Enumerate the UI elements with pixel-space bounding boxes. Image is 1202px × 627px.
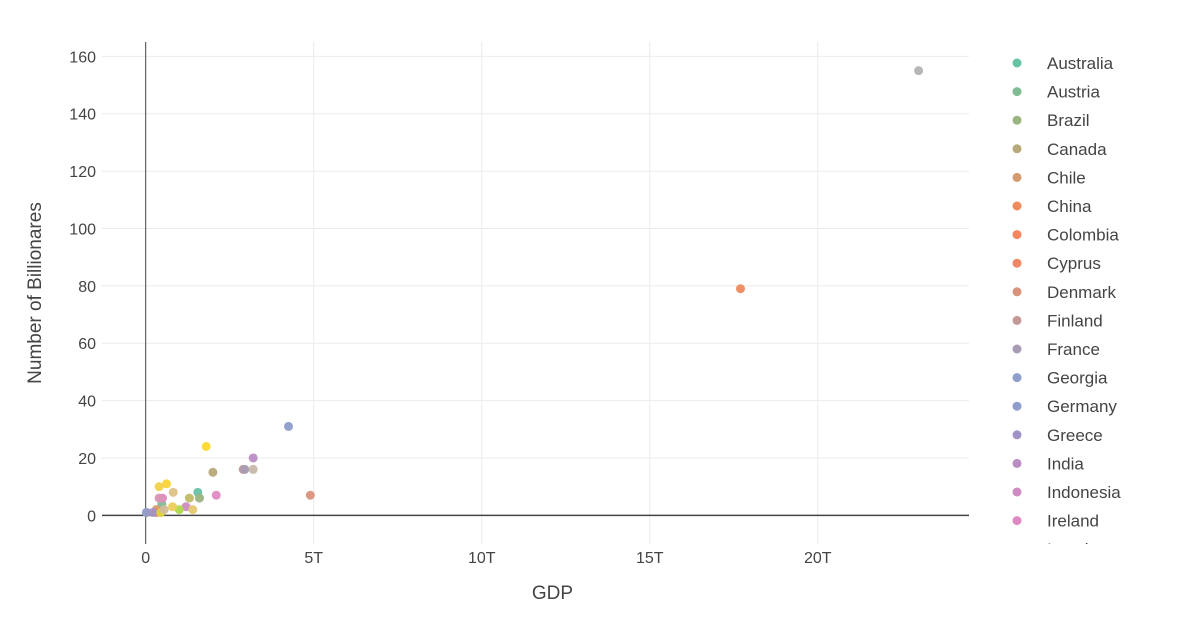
data-point[interactable] xyxy=(194,493,204,503)
legend-label: Greece xyxy=(1047,426,1103,445)
data-point[interactable] xyxy=(184,493,194,503)
legend-label: France xyxy=(1047,340,1100,359)
legend-marker xyxy=(1012,144,1022,154)
y-tick-label: 100 xyxy=(69,221,96,238)
data-point[interactable] xyxy=(208,467,218,477)
grid-layer xyxy=(102,42,969,544)
x-tick-label: 0 xyxy=(141,550,150,567)
legend-item[interactable]: Israel xyxy=(1013,540,1089,559)
legend-label: Denmark xyxy=(1047,283,1116,302)
legend-marker xyxy=(1012,258,1022,268)
x-axis-title: GDP xyxy=(532,583,573,604)
legend-label: Finland xyxy=(1047,311,1103,330)
y-axis-title: Number of Billionares xyxy=(25,202,46,384)
data-point[interactable] xyxy=(168,487,178,497)
y-tick-label: 80 xyxy=(78,279,96,296)
legend-item[interactable]: Canada xyxy=(1012,140,1108,159)
legend-marker xyxy=(1012,115,1022,125)
legend-item[interactable]: Austria xyxy=(1012,83,1101,102)
data-point[interactable] xyxy=(735,284,745,294)
data-point[interactable] xyxy=(181,502,191,512)
data-point[interactable] xyxy=(211,490,221,500)
y-tick-label: 120 xyxy=(69,164,96,181)
legend-label: Australia xyxy=(1047,54,1114,73)
legend-label: Georgia xyxy=(1047,369,1108,388)
y-tick-label: 140 xyxy=(69,107,96,124)
legend-item[interactable]: India xyxy=(1012,454,1085,473)
legend-marker xyxy=(1012,58,1022,68)
data-point[interactable] xyxy=(201,441,211,451)
data-point[interactable] xyxy=(141,507,151,517)
data-point[interactable] xyxy=(188,505,198,515)
legend-item[interactable]: Australia xyxy=(1012,54,1114,73)
legend[interactable]: Australia Austria Brazil Canada Chile China Co… xyxy=(1012,54,1122,559)
legend-item[interactable]: Finland xyxy=(1012,311,1103,330)
legend-label: India xyxy=(1047,454,1084,473)
data-point[interactable] xyxy=(248,464,258,474)
x-tick-label: 20T xyxy=(804,550,832,567)
legend-label: Chile xyxy=(1047,168,1086,187)
data-point[interactable] xyxy=(162,479,172,489)
legend-item[interactable]: Ireland xyxy=(1012,512,1099,531)
legend-marker xyxy=(1012,172,1022,182)
legend-label: Germany xyxy=(1047,397,1117,416)
legend-item[interactable]: Georgia xyxy=(1012,369,1109,388)
data-point[interactable] xyxy=(159,505,169,515)
legend-item[interactable]: Greece xyxy=(1012,426,1103,445)
data-point[interactable] xyxy=(154,493,164,503)
y-tick-label: 0 xyxy=(87,508,96,525)
data-point[interactable] xyxy=(305,490,315,500)
y-tick-label: 60 xyxy=(78,336,96,353)
legend-item[interactable]: Chile xyxy=(1012,168,1086,187)
legend-item[interactable]: Cyprus xyxy=(1012,254,1101,273)
legend-marker xyxy=(1012,87,1022,97)
legend-label: Indonesia xyxy=(1047,483,1121,502)
legend-label: Cyprus xyxy=(1047,254,1101,273)
legend-item[interactable]: Indonesia xyxy=(1012,483,1122,502)
data-point[interactable] xyxy=(284,421,294,431)
legend-item[interactable]: Germany xyxy=(1012,397,1118,416)
data-point[interactable] xyxy=(174,505,184,515)
legend-item[interactable]: Denmark xyxy=(1012,283,1117,302)
legend-label: Israel xyxy=(1047,540,1089,559)
legend-marker xyxy=(1012,287,1022,297)
y-tick-label: 40 xyxy=(78,394,96,411)
legend-item[interactable]: Brazil xyxy=(1012,111,1090,130)
legend-label: Brazil xyxy=(1047,111,1090,130)
legend-marker xyxy=(1012,344,1022,354)
data-point[interactable] xyxy=(240,464,250,474)
legend-label: Ireland xyxy=(1047,512,1099,531)
y-tick-label: 20 xyxy=(78,451,96,468)
data-point[interactable] xyxy=(914,66,924,76)
legend-marker xyxy=(1012,430,1022,440)
y-tick-label: 160 xyxy=(69,49,96,66)
legend-label: Canada xyxy=(1047,140,1107,159)
x-tick-label: 15T xyxy=(636,550,664,567)
data-point[interactable] xyxy=(248,453,258,463)
legend-marker xyxy=(1012,516,1022,526)
legend-marker xyxy=(1012,315,1022,325)
points-layer xyxy=(141,66,924,517)
x-tick-label: 10T xyxy=(468,550,496,567)
legend-item[interactable]: France xyxy=(1012,340,1100,359)
data-point[interactable] xyxy=(148,507,158,517)
legend-marker xyxy=(1013,545,1022,554)
axis-layer: 0 5T 10T 15T 20T 0 20 40 60 80 100 120 140 160 xyxy=(69,42,969,567)
legend-label: Austria xyxy=(1047,83,1100,102)
legend-marker xyxy=(1012,201,1022,211)
legend-label: Colombia xyxy=(1047,226,1119,245)
legend-marker xyxy=(1012,373,1022,383)
legend-marker xyxy=(1012,487,1022,497)
data-point[interactable] xyxy=(168,502,178,512)
legend-item[interactable]: Colombia xyxy=(1012,226,1120,245)
x-tick-label: 5T xyxy=(304,550,323,567)
legend-marker xyxy=(1012,230,1022,240)
legend-item[interactable]: China xyxy=(1012,197,1092,216)
legend-label: China xyxy=(1047,197,1092,216)
legend-marker xyxy=(1012,401,1022,411)
data-point[interactable] xyxy=(154,482,164,492)
legend-marker xyxy=(1012,458,1022,468)
